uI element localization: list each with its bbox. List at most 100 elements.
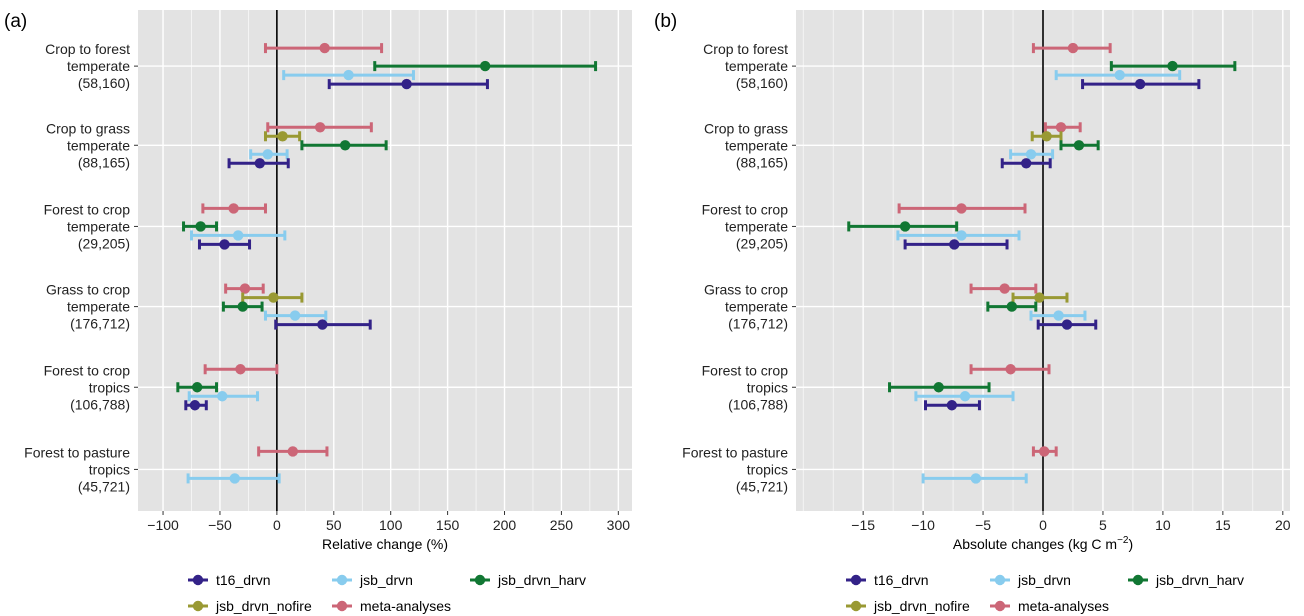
series-mark (184, 400, 208, 411)
legend-label: jsb_drvn (1017, 572, 1071, 588)
series-mark (182, 221, 219, 232)
data-point (1041, 131, 1052, 142)
data-point (254, 158, 265, 169)
series-mark (1059, 140, 1100, 151)
series-mark (221, 301, 264, 312)
category-label: (45,721) (736, 478, 788, 494)
series-mark (986, 301, 1038, 312)
category-label: Forest to crop (702, 201, 789, 217)
legend-item: meta-analyses (990, 598, 1109, 614)
x-axis-label-sup: −2 (1117, 535, 1129, 546)
series-mark (263, 310, 328, 321)
series-mark (187, 391, 260, 402)
series-mark (1109, 60, 1237, 72)
series-mark (176, 382, 219, 393)
category-label: Crop to forest (45, 41, 130, 57)
series-mark (1081, 78, 1201, 90)
data-point (1167, 60, 1178, 72)
series-mark (921, 473, 1028, 484)
x-axis-label-text: Absolute changes (kg C m (953, 536, 1117, 552)
data-point (1038, 446, 1050, 457)
category-label: Crop to grass (46, 120, 130, 136)
series-mark (1036, 319, 1098, 330)
data-point (1006, 301, 1018, 312)
x-tick-label: 200 (493, 517, 517, 533)
data-point (1073, 140, 1085, 151)
legend-marker (994, 600, 1006, 612)
x-tick-label: 0 (273, 517, 281, 533)
x-tick-label: −5 (975, 517, 991, 533)
data-point (235, 364, 246, 375)
category-label: (58,160) (736, 75, 788, 91)
data-point (959, 391, 971, 402)
legend-marker (336, 600, 348, 612)
category-label: temperate (725, 58, 788, 74)
series-mark (914, 391, 1015, 402)
x-tick-label: 0 (1039, 517, 1047, 533)
series-mark (897, 203, 1027, 214)
data-point (946, 400, 958, 411)
legend-item: jsb_drvn (990, 572, 1071, 588)
data-point (949, 239, 960, 250)
category-label: (106,788) (728, 396, 788, 412)
series-mark (227, 158, 290, 169)
data-point (1021, 158, 1032, 169)
x-tick-label: −10 (911, 517, 935, 533)
x-tick-label: 20 (1275, 517, 1291, 533)
series-mark (257, 446, 329, 457)
data-point (268, 292, 279, 303)
category-label: Forest to crop (44, 362, 131, 378)
category-label: tropics (747, 379, 788, 395)
series-mark (373, 60, 598, 72)
category-label: (88,165) (736, 154, 788, 170)
data-point (1134, 78, 1146, 90)
category-label: (45,721) (78, 478, 130, 494)
legend-marker (192, 600, 204, 612)
data-point (219, 239, 230, 250)
data-point (1061, 319, 1073, 330)
category-label: (29,205) (78, 235, 130, 251)
x-tick-label: 50 (326, 517, 342, 533)
data-point (1067, 42, 1079, 54)
series-mark (203, 364, 279, 375)
series-mark (274, 319, 372, 330)
legend-label: jsb_drvn_harv (497, 572, 586, 588)
legend-marker (474, 574, 486, 586)
series-mark (1043, 122, 1082, 133)
legend-label: meta-analyses (360, 598, 451, 614)
category-label: temperate (67, 58, 130, 74)
category-label: Forest to crop (702, 362, 789, 378)
x-tick-label: 15 (1215, 517, 1231, 533)
panel-label: (a) (4, 11, 27, 32)
data-point (195, 221, 206, 232)
category-label: temperate (67, 218, 130, 234)
data-point (287, 446, 299, 457)
category-label: (176,712) (70, 316, 130, 332)
category-label: (58,160) (78, 75, 130, 91)
legend-marker (1132, 574, 1144, 586)
data-point (970, 473, 982, 484)
category-label: (29,205) (736, 235, 788, 251)
legend-item: jsb_drvn (332, 572, 413, 588)
series-mark (1009, 149, 1055, 160)
category-label: Forest to pasture (24, 444, 130, 460)
legend-label: jsb_drvn_nofire (873, 598, 970, 614)
series-mark (263, 42, 384, 54)
series-mark (266, 122, 373, 133)
legend-item: jsb_drvn_harv (470, 572, 586, 588)
category-label: Crop to forest (703, 41, 788, 57)
legend-item: meta-analyses (332, 598, 451, 614)
series-mark (1031, 42, 1112, 54)
data-point (1053, 310, 1064, 321)
category-label: temperate (67, 299, 130, 315)
category-label: temperate (725, 299, 788, 315)
series-mark (249, 149, 289, 160)
x-tick-label: 10 (1155, 517, 1171, 533)
series-mark (1029, 310, 1087, 321)
data-point (1025, 149, 1037, 160)
series-mark (189, 230, 287, 241)
category-label: Forest to crop (44, 201, 131, 217)
